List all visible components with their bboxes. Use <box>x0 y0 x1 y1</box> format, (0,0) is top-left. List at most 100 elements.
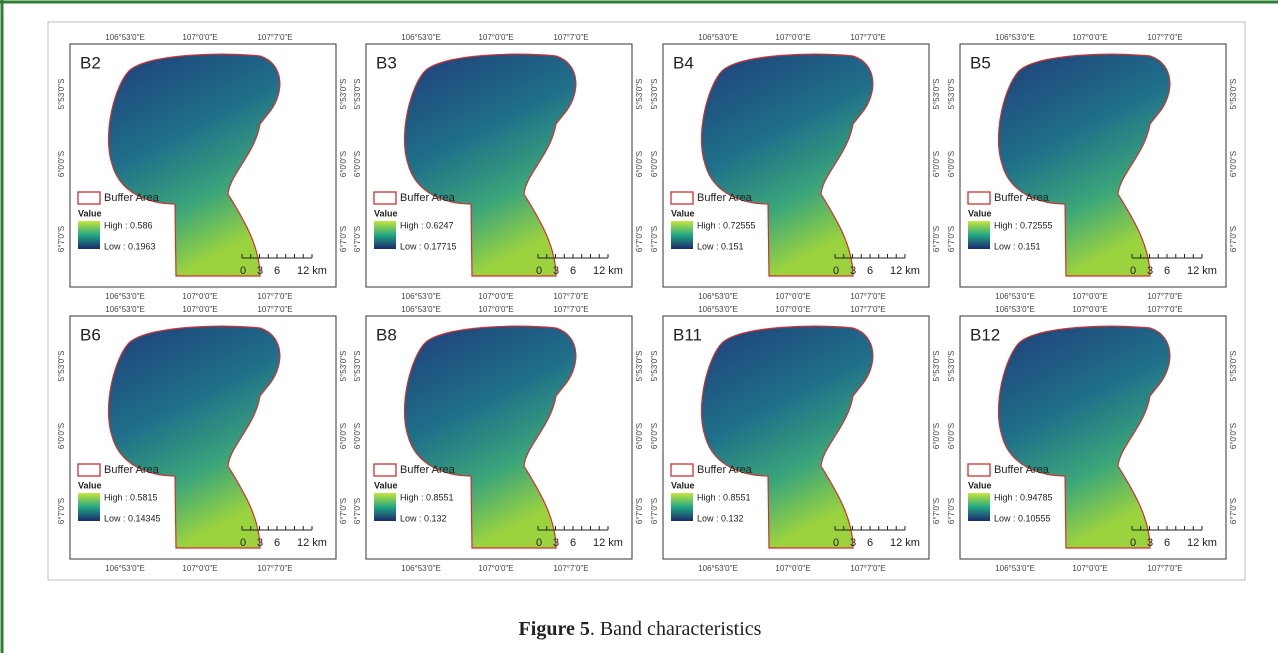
x-coord-label: 107°0'0"E <box>182 564 217 573</box>
map-panel: B3 106°53'0"E 106°53'0"E 107°0'0"E 107°0'0"E… <box>353 33 644 301</box>
legend-buffer-label: Buffer Area <box>994 192 1050 204</box>
x-coord-label: 106°53'0"E <box>995 305 1035 314</box>
y-coord-label: 6°0'0"S <box>635 151 644 177</box>
scale-label: 3 <box>1147 537 1153 549</box>
y-coord-label: 5°53'0"S <box>339 351 348 382</box>
scale-label: 3 <box>850 265 856 277</box>
scale-label: 0 <box>1130 537 1136 549</box>
y-coord-label: 5°53'0"S <box>1229 79 1238 110</box>
x-coord-label: 107°0'0"E <box>1072 564 1107 573</box>
legend-low: Low : 0.151 <box>697 241 744 251</box>
x-coord-label: 106°53'0"E <box>995 33 1035 42</box>
band-label: B3 <box>376 53 397 72</box>
scale-label: 3 <box>1147 265 1153 277</box>
y-coord-label: 6°7'0"S <box>353 226 362 252</box>
y-coord-label: 6°7'0"S <box>339 498 348 524</box>
legend-value-title: Value <box>968 480 992 490</box>
scale-label: 6 <box>274 537 280 549</box>
legend-ramp <box>374 493 396 521</box>
x-coord-label: 106°53'0"E <box>105 33 145 42</box>
y-coord-label: 5°53'0"S <box>635 351 644 382</box>
map-panel: B4 106°53'0"E 106°53'0"E 107°0'0"E 107°0'0"E… <box>650 33 941 301</box>
scale-label: 6 <box>867 265 873 277</box>
x-coord-label: 107°0'0"E <box>1072 33 1107 42</box>
legend-buffer-swatch <box>77 191 101 205</box>
x-coord-label: 107°0'0"E <box>1072 292 1107 301</box>
legend-low: Low : 0.151 <box>994 241 1041 251</box>
y-coord-label: 5°53'0"S <box>339 79 348 110</box>
legend-buffer-label: Buffer Area <box>697 192 753 204</box>
y-coord-label: 6°7'0"S <box>947 226 956 252</box>
band-label: B2 <box>80 53 101 72</box>
x-coord-label: 107°7'0"E <box>850 305 885 314</box>
x-coord-label: 107°0'0"E <box>478 305 513 314</box>
y-coord-label: 6°0'0"S <box>932 151 941 177</box>
y-coord-label: 5°53'0"S <box>353 351 362 382</box>
map-panel: B5 106°53'0"E 106°53'0"E 107°0'0"E 107°0'0"E… <box>947 33 1238 301</box>
x-coord-label: 106°53'0"E <box>995 292 1035 301</box>
scale-label: 0 <box>1130 265 1136 277</box>
band-label: B12 <box>970 325 1000 344</box>
legend-buffer-label: Buffer Area <box>104 192 160 204</box>
y-coord-label: 5°53'0"S <box>932 79 941 110</box>
scale-label: 12 km <box>1187 265 1217 277</box>
band-label: B4 <box>673 53 694 72</box>
band-label: B6 <box>80 325 101 344</box>
x-coord-label: 107°7'0"E <box>257 564 292 573</box>
legend-buffer-label: Buffer Area <box>400 192 456 204</box>
y-coord-label: 6°0'0"S <box>339 151 348 177</box>
legend-high: High : 0.8551 <box>697 492 751 502</box>
legend-low: Low : 0.1963 <box>104 241 156 251</box>
scale-label: 3 <box>850 537 856 549</box>
scale-label: 3 <box>257 265 263 277</box>
y-coord-label: 6°0'0"S <box>339 423 348 449</box>
y-coord-label: 6°7'0"S <box>932 226 941 252</box>
x-coord-label: 107°0'0"E <box>478 33 513 42</box>
study-area <box>403 325 577 549</box>
legend-value-title: Value <box>671 480 695 490</box>
x-coord-label: 107°7'0"E <box>850 564 885 573</box>
y-coord-label: 6°7'0"S <box>635 498 644 524</box>
scale-label: 12 km <box>1187 537 1217 549</box>
scale-label: 0 <box>536 537 542 549</box>
y-coord-label: 5°53'0"S <box>650 79 659 110</box>
x-coord-label: 107°7'0"E <box>850 33 885 42</box>
scale-label: 6 <box>570 537 576 549</box>
x-coord-label: 106°53'0"E <box>401 33 441 42</box>
y-coord-label: 6°7'0"S <box>932 498 941 524</box>
scale-label: 12 km <box>890 537 920 549</box>
x-coord-label: 107°0'0"E <box>775 564 810 573</box>
scale-label: 0 <box>833 537 839 549</box>
y-coord-label: 6°7'0"S <box>650 226 659 252</box>
y-coord-label: 5°53'0"S <box>650 351 659 382</box>
scale-label: 6 <box>570 265 576 277</box>
legend-value-title: Value <box>78 208 102 218</box>
legend-low: Low : 0.17715 <box>400 241 457 251</box>
y-coord-label: 6°7'0"S <box>1229 226 1238 252</box>
panels: B2 106°53'0"E 106°53'0"E 107°0'0"E 107°0'0"E… <box>57 33 1238 573</box>
scale-label: 12 km <box>593 265 623 277</box>
y-coord-label: 6°7'0"S <box>57 498 66 524</box>
scale-label: 0 <box>536 265 542 277</box>
x-coord-label: 107°7'0"E <box>257 33 292 42</box>
x-coord-label: 107°7'0"E <box>1147 292 1182 301</box>
y-coord-label: 5°53'0"S <box>353 79 362 110</box>
y-coord-label: 6°0'0"S <box>1229 151 1238 177</box>
legend-ramp <box>671 221 693 249</box>
y-coord-label: 6°0'0"S <box>57 423 66 449</box>
legend-low: Low : 0.132 <box>400 513 447 523</box>
scale-label: 0 <box>833 265 839 277</box>
caption: Figure 5. Band characteristics <box>519 618 762 640</box>
y-coord-label: 6°0'0"S <box>947 151 956 177</box>
x-coord-label: 107°7'0"E <box>257 292 292 301</box>
y-coord-label: 6°7'0"S <box>1229 498 1238 524</box>
legend-buffer-label: Buffer Area <box>104 464 160 476</box>
scale-label: 0 <box>240 265 246 277</box>
x-coord-label: 107°0'0"E <box>775 305 810 314</box>
study-area <box>700 53 874 277</box>
band-label: B8 <box>376 325 397 344</box>
x-coord-label: 106°53'0"E <box>401 292 441 301</box>
y-coord-label: 6°7'0"S <box>339 226 348 252</box>
x-coord-label: 106°53'0"E <box>105 305 145 314</box>
y-coord-label: 5°53'0"S <box>932 351 941 382</box>
